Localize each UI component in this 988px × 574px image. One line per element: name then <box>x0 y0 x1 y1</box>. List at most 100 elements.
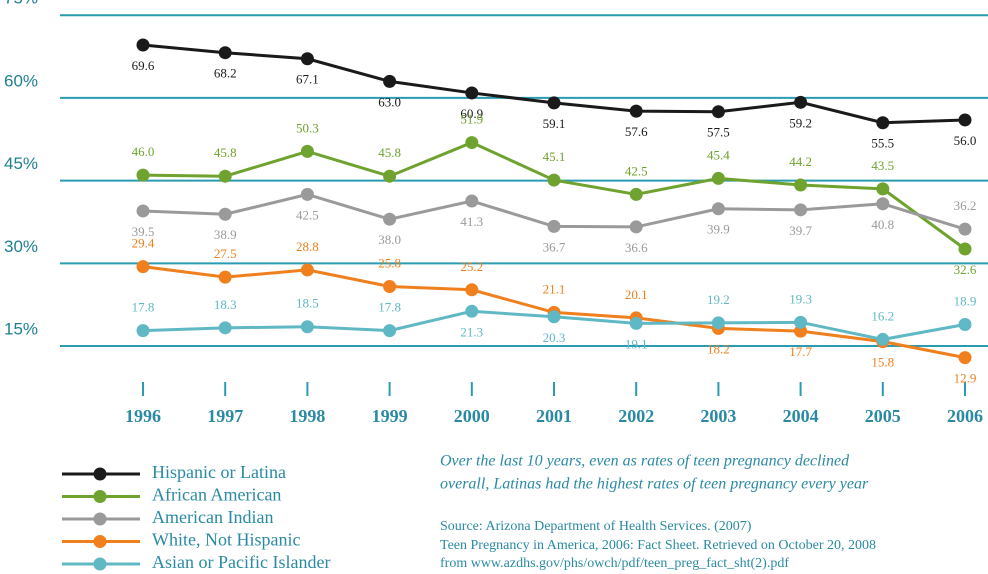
point <box>629 316 643 330</box>
point <box>136 38 150 52</box>
point <box>218 270 232 284</box>
point <box>958 318 972 332</box>
data-label: 12.9 <box>954 371 977 386</box>
point <box>136 204 150 218</box>
legend-label: Hispanic or Latina <box>152 462 286 482</box>
point <box>547 173 561 187</box>
data-label: 17.8 <box>132 300 155 315</box>
data-label: 18.3 <box>214 297 237 312</box>
point <box>383 212 397 226</box>
x-tick-label: 1998 <box>289 406 325 426</box>
point <box>711 202 725 216</box>
data-label: 28.8 <box>296 239 319 254</box>
data-label: 59.1 <box>543 116 566 131</box>
data-label: 42.5 <box>625 163 648 178</box>
y-tick-label: 75% <box>4 0 38 8</box>
source: from www.azdhs.gov/phs/owch/pdf/teen_pre… <box>440 556 789 571</box>
data-label: 45.1 <box>543 149 566 164</box>
x-tick-label: 1999 <box>372 406 408 426</box>
point <box>629 104 643 118</box>
point <box>300 144 314 158</box>
data-label: 38.9 <box>214 227 237 242</box>
data-label: 36.7 <box>543 239 566 254</box>
x-tick-label: 2001 <box>536 406 572 426</box>
data-label: 45.8 <box>378 145 401 160</box>
data-label: 29.4 <box>132 236 155 251</box>
data-label: 21.3 <box>460 324 483 339</box>
data-label: 17.8 <box>378 300 401 315</box>
point <box>958 242 972 256</box>
point <box>794 95 808 109</box>
point <box>136 168 150 182</box>
point <box>794 178 808 192</box>
series-line <box>142 43 966 125</box>
x-tick-label: 2006 <box>947 406 983 426</box>
point <box>876 332 890 346</box>
x-tick-label: 2000 <box>454 406 490 426</box>
point <box>300 52 314 66</box>
legend-marker <box>93 557 107 571</box>
point <box>465 283 479 297</box>
x-tick-label: 2005 <box>865 406 901 426</box>
data-label: 19.2 <box>707 292 730 307</box>
point <box>794 315 808 329</box>
data-label: 57.6 <box>625 124 648 139</box>
data-label: 40.8 <box>871 217 894 232</box>
point <box>136 260 150 274</box>
data-label: 21.1 <box>543 281 566 296</box>
data-label: 27.5 <box>214 246 237 261</box>
data-label: 45.4 <box>707 147 730 162</box>
y-tick-label: 30% <box>4 237 38 256</box>
legend-label: Asian or Pacific Islander <box>152 552 330 572</box>
point <box>547 310 561 324</box>
data-label: 41.3 <box>460 214 483 229</box>
data-label: 15.8 <box>871 355 894 370</box>
data-label: 67.1 <box>296 72 319 87</box>
point <box>465 194 479 208</box>
data-label: 20.1 <box>625 287 648 302</box>
source: Source: Arizona Department of Health Ser… <box>440 519 752 534</box>
point <box>218 169 232 183</box>
point <box>465 136 479 150</box>
x-tick-label: 2002 <box>618 406 654 426</box>
data-label: 42.5 <box>296 207 319 222</box>
data-label: 18.9 <box>954 294 977 309</box>
data-label: 39.5 <box>132 224 155 239</box>
point <box>383 169 397 183</box>
point <box>300 320 314 334</box>
data-label: 18.5 <box>296 296 319 311</box>
x-tick-label: 2003 <box>700 406 736 426</box>
point <box>383 324 397 338</box>
point <box>711 105 725 119</box>
data-label: 45.8 <box>214 145 237 160</box>
data-label: 36.6 <box>625 240 648 255</box>
data-label: 59.2 <box>789 115 812 130</box>
point <box>547 96 561 110</box>
point <box>958 222 972 236</box>
data-label: 55.5 <box>871 136 894 151</box>
data-label: 51.9 <box>460 112 483 127</box>
data-label: 60.9 <box>460 106 483 121</box>
annotation: Over the last 10 years, even as rates of… <box>440 453 850 470</box>
data-label: 39.7 <box>789 223 812 238</box>
data-label: 63.0 <box>378 94 401 109</box>
point <box>300 187 314 201</box>
point <box>383 74 397 88</box>
point <box>629 187 643 201</box>
data-label: 68.2 <box>214 66 237 81</box>
point <box>136 324 150 338</box>
data-label: 19.3 <box>789 291 812 306</box>
data-label: 17.7 <box>789 344 812 359</box>
data-label: 20.3 <box>543 330 566 345</box>
data-label: 25.8 <box>378 255 401 270</box>
source: Teen Pregnancy in America, 2006: Fact Sh… <box>440 538 876 553</box>
point <box>218 207 232 221</box>
data-label: 39.9 <box>707 222 730 237</box>
point <box>218 321 232 335</box>
point <box>383 279 397 293</box>
point <box>876 197 890 211</box>
data-label: 32.6 <box>954 262 977 277</box>
point <box>958 351 972 365</box>
point <box>876 116 890 130</box>
